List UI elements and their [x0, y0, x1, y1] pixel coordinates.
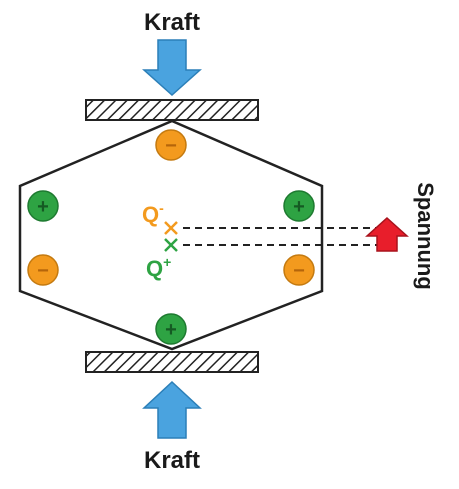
q-plus-label: Q+	[146, 254, 171, 281]
charge-symbol: +	[293, 196, 305, 218]
charge-negative-right: −	[283, 254, 315, 286]
charge-symbol: +	[37, 196, 49, 218]
charge-positive-left: +	[27, 190, 59, 222]
charge-symbol: −	[37, 260, 49, 282]
q-plus-sign: +	[163, 254, 171, 270]
charge-positive-bottom: +	[155, 313, 187, 345]
force-label-bottom: Kraft	[144, 447, 200, 474]
charge-positive-right: +	[283, 190, 315, 222]
voltage-label: Spannung	[413, 182, 438, 290]
q-minus-label: Q-	[142, 200, 164, 227]
force-arrow-top-icon	[142, 39, 202, 97]
charge-symbol: +	[165, 319, 177, 341]
charge-negative-top: −	[155, 129, 187, 161]
pressure-plate-top	[85, 99, 259, 121]
q-minus-sign: -	[159, 200, 164, 216]
charge-negative-left: −	[27, 254, 59, 286]
crystal-hexagon	[18, 119, 324, 351]
q-minus-center-icon	[164, 221, 178, 235]
q-plus-letter: Q	[146, 256, 163, 281]
charge-symbol: −	[165, 135, 177, 157]
q-plus-center-icon	[164, 238, 178, 252]
voltage-arrow-icon	[365, 216, 409, 252]
force-label-top: Kraft	[144, 9, 200, 36]
force-arrow-bottom-icon	[142, 380, 202, 439]
charge-symbol: −	[293, 260, 305, 282]
q-minus-letter: Q	[142, 202, 159, 227]
pressure-plate-bottom	[85, 351, 259, 373]
